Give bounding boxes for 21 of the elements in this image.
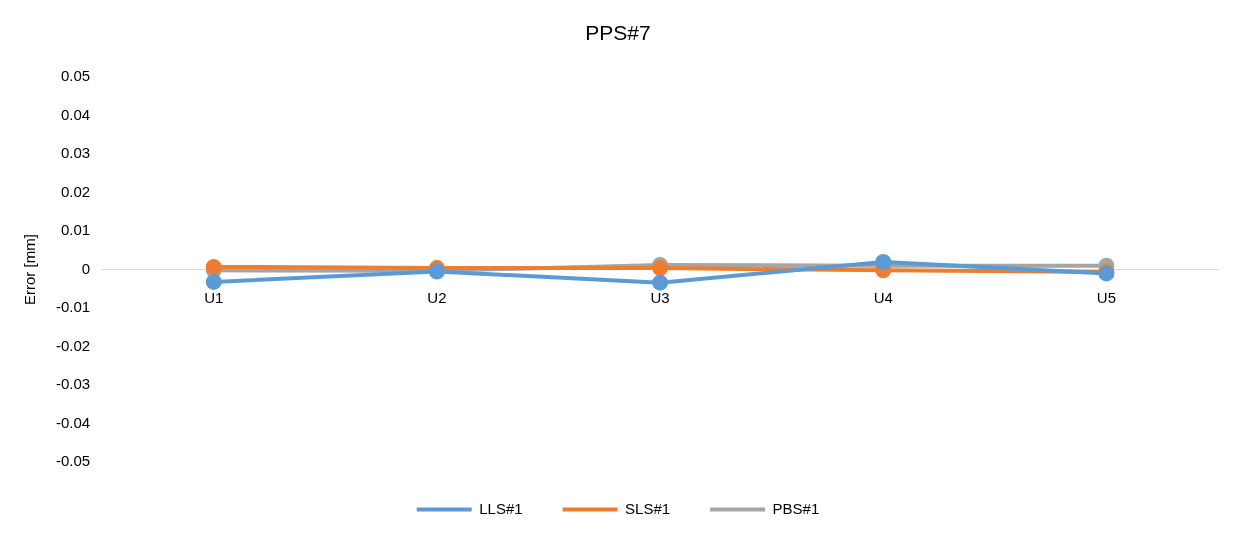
x-tick-label: U1 — [204, 288, 224, 306]
y-tick-label: -0.05 — [55, 452, 91, 470]
x-tick-label: U2 — [427, 288, 447, 306]
y-tick-label: -0.02 — [55, 336, 91, 354]
y-tick-label: -0.03 — [55, 375, 91, 393]
x-tick-label: U5 — [1096, 288, 1117, 306]
y-tick-label: -0.01 — [55, 298, 91, 316]
legend-label: SLS#1 — [625, 499, 671, 517]
legend-label: PBS#1 — [772, 499, 820, 517]
y-tick-label: 0.02 — [60, 182, 91, 200]
legend-label: LLS#1 — [479, 499, 523, 517]
y-tick-label: 0 — [81, 259, 91, 277]
y-tick-label: 0.05 — [60, 67, 91, 85]
y-tick-label: 0.01 — [60, 221, 91, 239]
chart-title: PPS#7 — [585, 21, 651, 45]
y-axis-title: Error [mm] — [21, 234, 39, 306]
x-tick-label: U3 — [650, 288, 670, 306]
y-tick-label: -0.04 — [55, 413, 91, 431]
x-tick-label: U4 — [873, 288, 893, 306]
y-tick-label: 0.04 — [60, 105, 91, 123]
y-tick-label: 0.03 — [60, 144, 91, 162]
